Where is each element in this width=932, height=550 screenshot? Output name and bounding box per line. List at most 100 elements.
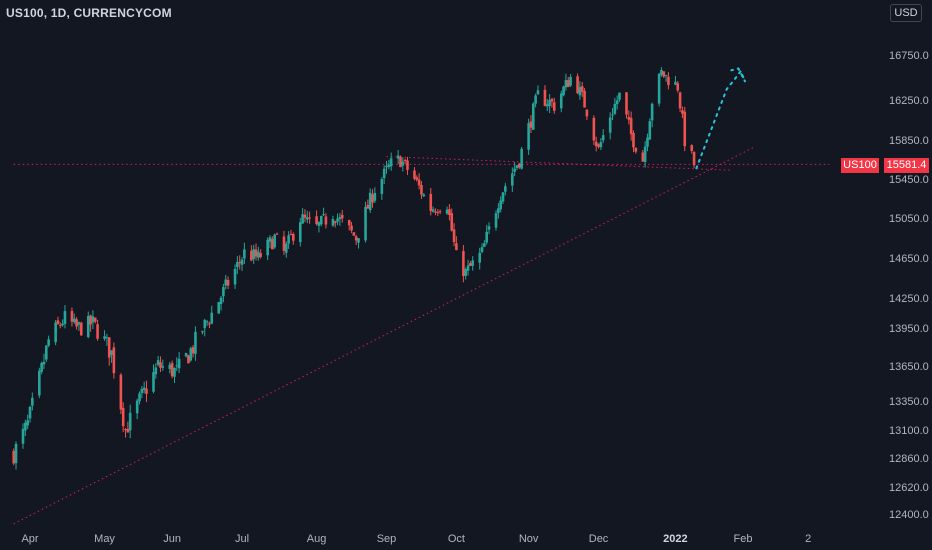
candle (217, 301, 221, 314)
candle (142, 381, 146, 394)
candle (415, 175, 419, 182)
candle (152, 364, 155, 394)
candle (93, 317, 97, 324)
candle (627, 110, 631, 125)
candle (315, 210, 318, 226)
candle (674, 75, 677, 86)
candle (368, 188, 372, 214)
candle (364, 201, 367, 243)
candle (159, 356, 162, 373)
price-tick-label: 12620.0 (889, 482, 929, 494)
candle (203, 318, 207, 337)
candle (615, 95, 619, 110)
price-tick-label: 13650.0 (889, 361, 929, 373)
candle (347, 219, 351, 231)
price-tick-label: 13100.0 (889, 425, 929, 437)
candle (219, 295, 223, 311)
candle (107, 337, 111, 366)
candle (534, 93, 537, 108)
price-tick-label: 13350.0 (889, 396, 929, 408)
candle (128, 404, 132, 439)
candle (28, 405, 32, 423)
candle (124, 428, 127, 438)
price-axis: 16750.0 16250.0 15850.0 15450.0 15050.0 14650… (889, 50, 929, 521)
candle (480, 243, 484, 254)
candle (576, 73, 579, 94)
candle (466, 259, 470, 276)
candle (14, 441, 18, 470)
candlesticks (12, 67, 696, 470)
candle (592, 115, 596, 145)
candle (613, 97, 617, 115)
candle (599, 138, 603, 150)
candle (545, 99, 549, 112)
candle (511, 167, 514, 193)
candle (56, 316, 60, 325)
candle (350, 221, 353, 234)
candle (681, 106, 684, 119)
candle (331, 215, 335, 228)
candle (38, 367, 41, 399)
candle (499, 196, 502, 213)
candle (47, 335, 50, 348)
candle (110, 350, 113, 363)
candle (690, 144, 694, 154)
candle (96, 319, 99, 341)
candle (340, 210, 344, 223)
candle (275, 232, 279, 235)
candle (531, 102, 535, 131)
candle (324, 213, 328, 229)
candle (648, 118, 652, 140)
candle (72, 313, 76, 324)
trendline-neckline (386, 156, 732, 171)
price-tick-label: 16750.0 (889, 50, 929, 62)
candle (366, 199, 370, 209)
candle (205, 319, 209, 327)
price-tick-label: 15050.0 (889, 213, 929, 225)
candle (24, 419, 27, 437)
trendlines (13, 146, 830, 525)
candle (336, 213, 339, 226)
candle (583, 88, 586, 108)
candle (594, 136, 598, 152)
candle (578, 81, 582, 100)
candle (536, 85, 540, 95)
price-tick-label: 15450.0 (889, 174, 929, 186)
candle (91, 310, 95, 330)
candle (282, 230, 286, 255)
candle (119, 373, 123, 415)
price-tick-label: 12860.0 (889, 453, 929, 465)
time-tick-label: Oct (448, 533, 465, 545)
candle (601, 129, 605, 144)
candle (650, 102, 654, 128)
candle (550, 97, 554, 108)
candle (243, 242, 246, 265)
candle (634, 147, 638, 154)
candle (420, 181, 423, 199)
price-tick-label: 16250.0 (889, 95, 929, 107)
candle (667, 72, 670, 90)
candle (156, 355, 160, 367)
price-tick-label: 12400.0 (889, 509, 929, 521)
candle (494, 210, 498, 231)
candle (608, 112, 612, 140)
candle (268, 235, 272, 249)
candle (161, 359, 165, 371)
candle (201, 330, 204, 335)
candle (527, 118, 530, 155)
candle (135, 398, 139, 420)
candle (77, 321, 81, 332)
candle (380, 177, 384, 200)
candle (632, 130, 635, 153)
time-tick-label: Nov (519, 533, 539, 545)
candle (26, 414, 29, 430)
currency-selector[interactable]: USD (890, 4, 922, 22)
candle (289, 229, 293, 236)
candle (333, 220, 337, 228)
candle (501, 191, 505, 205)
candle (257, 246, 260, 261)
time-tick-label: Apr (21, 533, 38, 545)
candle (611, 107, 614, 121)
candle (175, 357, 179, 372)
